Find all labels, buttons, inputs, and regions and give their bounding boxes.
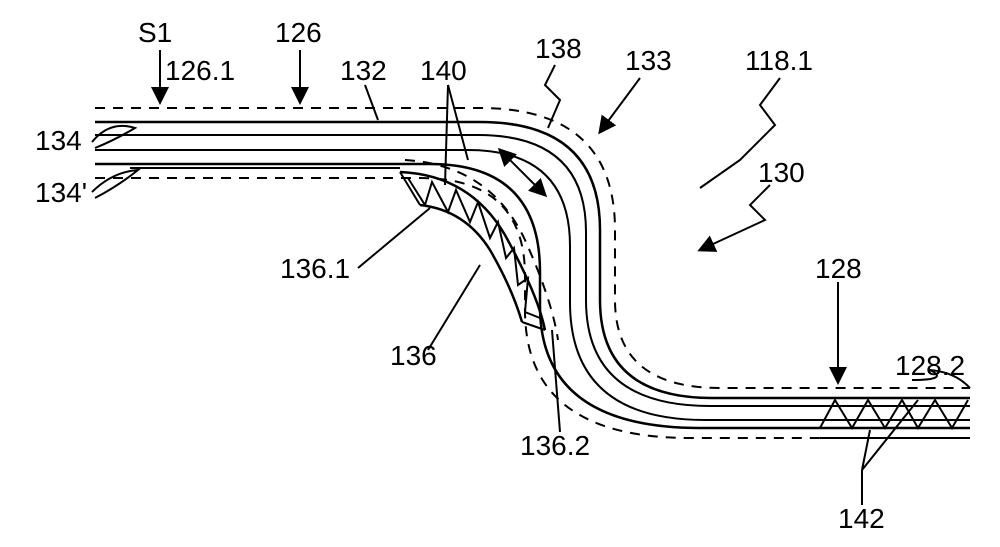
leader-136-1 — [358, 208, 430, 268]
label-136-2: 136.2 — [520, 430, 590, 461]
label-126: 126 — [275, 17, 322, 48]
label-134p: 134' — [35, 177, 87, 208]
leader-134p — [92, 170, 138, 198]
label-140: 140 — [420, 55, 467, 86]
thickness-arrow-138 — [500, 150, 545, 195]
leader-132 — [365, 85, 378, 120]
label-132: 132 — [340, 55, 387, 86]
label-136: 136 — [390, 340, 437, 371]
label-126-1: 126.1 — [165, 55, 235, 86]
label-138: 138 — [535, 33, 582, 64]
label-118-1: 118.1 — [745, 45, 813, 76]
insert-136 — [400, 172, 545, 330]
leader-133 — [600, 78, 640, 132]
leader-136-2 — [552, 330, 560, 432]
leader-130 — [700, 185, 770, 250]
label-128: 128 — [815, 253, 862, 284]
label-130: 130 — [758, 157, 805, 188]
dashed-140 — [405, 160, 558, 340]
label-136-1: 136.1 — [280, 253, 350, 284]
label-142: 142 — [838, 503, 885, 534]
leader-136 — [428, 265, 480, 350]
label-134: 134 — [35, 125, 82, 156]
label-S1: S1 — [138, 17, 172, 48]
label-133: 133 — [625, 45, 672, 76]
leader-134 — [92, 126, 135, 148]
leader-142 — [862, 400, 918, 505]
label-128-2: 128.2 — [895, 350, 965, 381]
